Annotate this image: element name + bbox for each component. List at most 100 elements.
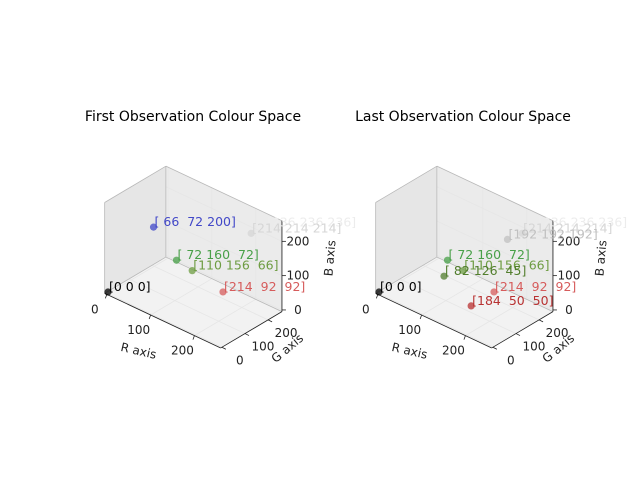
- data-point-label: [214 92 92]: [495, 279, 576, 294]
- gridline-b-side: [375, 186, 438, 224]
- gridline-b-back: [165, 220, 283, 277]
- g-axis-tick: [244, 333, 250, 336]
- data-point: [467, 302, 475, 310]
- r-axis-tick-label: 100: [398, 323, 421, 337]
- b-axis-tick-label: 200: [286, 234, 309, 248]
- data-point: [440, 272, 448, 280]
- data-point-label: [ 82 126 45]: [445, 263, 526, 278]
- r-axis-line: [375, 293, 492, 349]
- pane-edge: [165, 165, 283, 222]
- gridline-b-back: [165, 254, 283, 311]
- side-pane: [375, 166, 437, 294]
- gridline-r-floor: [194, 298, 256, 336]
- data-point-label: [110 156 66]: [464, 258, 549, 273]
- b-axis-tick-label: 100: [286, 269, 309, 283]
- pane-edge: [165, 256, 283, 313]
- pane-edge: [436, 165, 554, 222]
- data-point: [503, 235, 512, 243]
- b-axis-tick-label: 100: [557, 269, 580, 283]
- r-axis-line: [104, 293, 221, 349]
- gridline-b-back: [436, 186, 554, 242]
- data-point-label: [214 92 92]: [224, 279, 305, 294]
- g-axis-tick: [221, 346, 227, 350]
- r-axis-tick-label: 200: [442, 344, 465, 358]
- g-axis-line: [491, 311, 554, 349]
- b-axis-tick-label: 200: [557, 234, 580, 248]
- data-point: [172, 256, 181, 264]
- floor-pane: [375, 257, 553, 348]
- gridline-b-back: [165, 186, 283, 242]
- data-point-label: [0 0 0]: [109, 279, 151, 294]
- data-point: [443, 256, 452, 264]
- pane-edge: [104, 256, 167, 294]
- data-point-label: [ 72 160 72]: [177, 247, 258, 262]
- r-axis-tick-label: 200: [171, 344, 194, 358]
- data-point-label: [ 72 160 72]: [448, 247, 529, 262]
- gridline-b-back: [436, 220, 554, 277]
- r-axis-tick: [148, 314, 152, 320]
- data-point: [459, 267, 467, 275]
- data-point-label: [214 214 214]: [252, 220, 341, 235]
- data-point: [219, 288, 227, 296]
- side-pane: [104, 166, 166, 294]
- b-axis-label: B axis: [321, 240, 338, 277]
- data-point-label: [110 156 66]: [193, 258, 278, 273]
- r-axis-tick-label: 100: [127, 323, 150, 337]
- gridline-g-floor: [151, 264, 269, 321]
- gridline-b-side: [375, 255, 438, 292]
- gridline-g-floor: [128, 278, 246, 334]
- g-axis-tick: [515, 333, 521, 336]
- gridline-r-floor: [377, 257, 440, 295]
- data-point: [104, 288, 112, 296]
- back-pane: [165, 166, 282, 312]
- pane-edge: [375, 256, 438, 294]
- r-axis-tick-label: 0: [362, 302, 370, 316]
- data-point: [149, 223, 158, 231]
- g-axis-tick-label: 0: [236, 353, 244, 367]
- pane-edge: [436, 256, 554, 313]
- data-point-label: [192 192 192]: [508, 226, 597, 241]
- data-point: [247, 229, 255, 237]
- gridline-g-floor: [105, 292, 223, 348]
- data-point-label: [214 214 214]: [523, 220, 612, 235]
- pane-edge: [375, 165, 438, 203]
- gridline-g-floor: [399, 278, 517, 334]
- g-axis-line: [220, 311, 283, 349]
- gridline-b-side: [375, 220, 438, 258]
- g-axis-tick-label: 200: [546, 326, 569, 340]
- g-axis-tick-label: 100: [523, 340, 546, 354]
- data-point-label: [0 0 0]: [380, 279, 422, 294]
- data-point: [188, 267, 196, 275]
- data-point-label: [ 66 72 200]: [155, 214, 236, 229]
- data-point-label: [236 236 236]: [267, 214, 356, 229]
- pane-edge: [104, 165, 167, 203]
- g-axis-tick: [267, 319, 273, 323]
- b-axis-tick-label: 0: [565, 303, 573, 317]
- gridline-r-floor: [421, 278, 484, 316]
- chart-title: First Observation Colour Space: [85, 109, 301, 125]
- gridline-r-floor: [465, 298, 527, 336]
- floor-pane: [104, 257, 282, 348]
- data-point: [533, 223, 541, 231]
- gridline-r-floor: [106, 257, 169, 295]
- gridline-b-side: [104, 255, 167, 292]
- data-point: [518, 229, 526, 237]
- data-point: [262, 223, 270, 231]
- r-axis-tick: [463, 335, 466, 340]
- back-pane: [436, 166, 553, 312]
- r-axis-label: R axis: [119, 340, 157, 362]
- r-axis-tick: [419, 314, 423, 320]
- g-axis-tick: [492, 346, 498, 350]
- b-axis-tick-label: 0: [294, 303, 302, 317]
- g-axis-tick: [538, 319, 544, 323]
- r-axis-tick-label: 0: [91, 302, 99, 316]
- gridline-b-side: [104, 186, 167, 224]
- gridline-b-back: [436, 254, 554, 311]
- gridline-g-floor: [376, 292, 494, 348]
- data-point-label: [184 50 50]: [472, 293, 553, 308]
- data-point: [490, 288, 498, 296]
- b-axis-label: B axis: [592, 240, 609, 277]
